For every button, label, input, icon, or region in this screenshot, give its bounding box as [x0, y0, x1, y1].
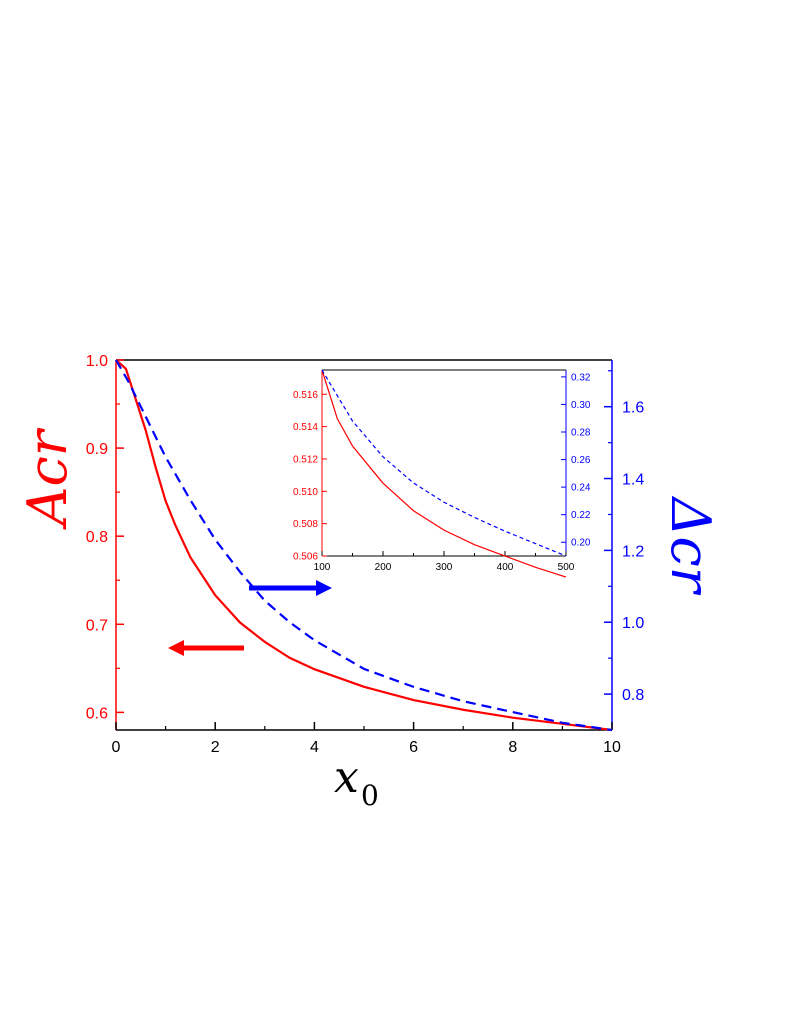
inset-x-tick-label: 400	[497, 562, 514, 573]
inset-series-acr-line	[321, 369, 567, 578]
y-right-tick-label: 1.6	[622, 400, 644, 417]
y-left-tick-label: 1.0	[86, 353, 108, 370]
x-axis-title-subscript: 0	[361, 779, 379, 812]
inset-background	[322, 370, 566, 556]
x-tick-label: 2	[211, 739, 220, 756]
y-right-tick-label: 1.4	[622, 472, 644, 489]
y-left-axis-title: Acr	[16, 427, 79, 530]
y-right-tick-label: 0.8	[622, 687, 644, 704]
x-tick-label: 8	[508, 739, 517, 756]
inset-y-right-tick-label: 0.22	[571, 510, 591, 521]
right-arrow-head	[316, 580, 332, 596]
left-arrow-head	[168, 640, 184, 656]
series-delta-cr-line	[115, 359, 613, 732]
y-left-tick-label: 0.9	[86, 441, 108, 458]
inset-y-right-tick-label: 0.24	[571, 483, 591, 494]
y-left-tick-label: 0.8	[86, 529, 108, 546]
y-left-tick-label: 0.6	[86, 705, 108, 722]
x-tick-label: 6	[409, 739, 418, 756]
main-chart: 0 2 4 6 8 10 0.6 0.7 0.8 0.9 1.0 0.8 1.0 1.2 1.4 1.6	[86, 353, 645, 756]
inset-y-right-tick-label: 0.28	[571, 428, 591, 439]
inset-y-right-tick-label: 0.30	[571, 400, 591, 411]
inset-series-delta-cr-line	[321, 369, 567, 557]
inset-y-right-tick-label: 0.26	[571, 455, 591, 466]
inset-y-left-tick-label: 0.510	[293, 487, 318, 498]
inset-y-left-tick-label: 0.506	[293, 552, 318, 563]
x-tick-label: 10	[603, 739, 621, 756]
inset-y-left-tick-label: 0.516	[293, 390, 318, 401]
inset-x-tick-label: 100	[314, 562, 331, 573]
inset-x-tick-label: 500	[558, 562, 575, 573]
inset-y-right-tick-label: 0.20	[571, 538, 591, 549]
y-right-tick-label: 1.0	[622, 615, 644, 632]
direction-arrows	[168, 580, 332, 656]
y-right-axis-title: Δcr	[659, 495, 722, 595]
series-acr-line	[115, 359, 613, 732]
y-right-tick-label: 1.2	[622, 543, 644, 560]
x-tick-label: 4	[310, 739, 319, 756]
inset-x-tick-label: 200	[375, 562, 392, 573]
main-series-group	[115, 359, 613, 732]
y-left-tick-label: 0.7	[86, 617, 108, 634]
x-tick-label: 0	[112, 739, 121, 756]
inset-y-right-tick-label: 0.32	[571, 372, 591, 383]
inset-y-left-tick-label: 0.512	[293, 454, 318, 465]
x-axis-title: x	[334, 752, 359, 803]
inset-y-left-tick-label: 0.508	[293, 519, 318, 530]
inset-chart: 100 200 300 400 500 0.506 0.508 0.510 0.512 0.514…	[293, 369, 591, 578]
inset-y-left-tick-label: 0.514	[293, 422, 318, 433]
inset-x-tick-label: 300	[436, 562, 453, 573]
